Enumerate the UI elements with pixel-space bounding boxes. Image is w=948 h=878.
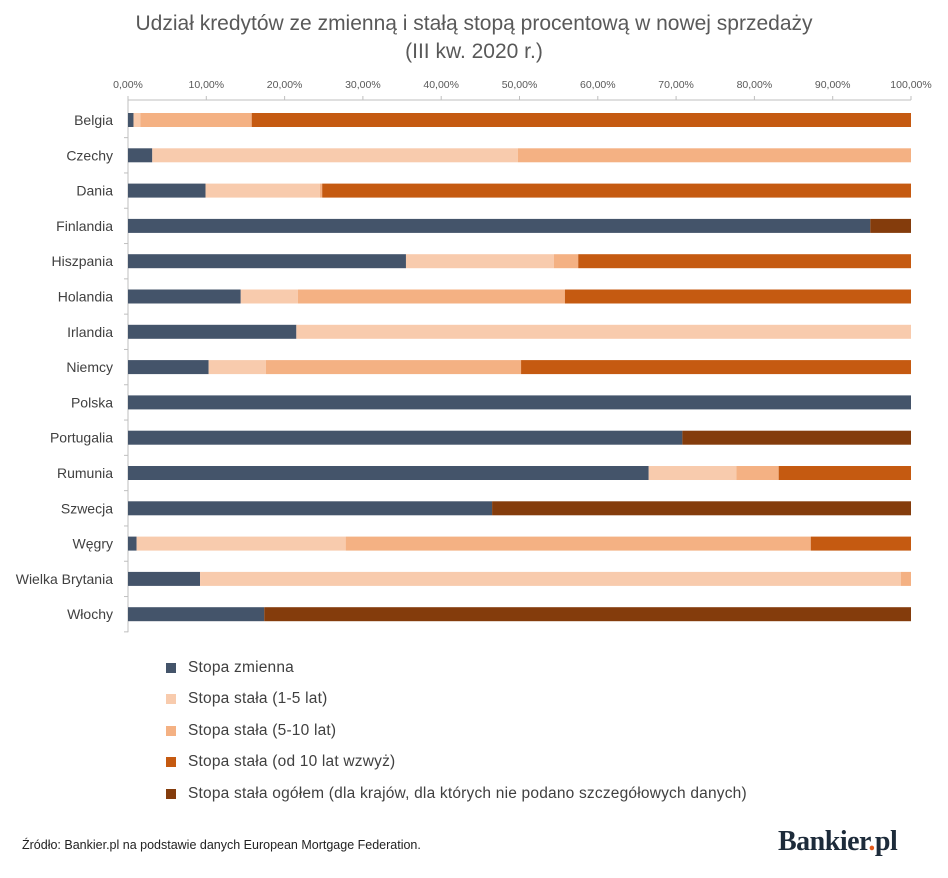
bar-segment xyxy=(810,536,911,551)
chart-title-line-2: (III kw. 2020 r.) xyxy=(405,40,543,63)
bar-segment xyxy=(128,183,206,198)
chart-title: Udział kredytów ze zmienną i stałą stopą… xyxy=(0,10,948,66)
chart-title-line-1: Udział kredytów ze zmienną i stałą stopą… xyxy=(135,12,813,35)
x-tick-label: 0,00% xyxy=(113,79,143,91)
bar-segment xyxy=(152,148,518,163)
bar-segment xyxy=(133,113,141,127)
legend-item: Stopa stała (od 10 lat wzwyż) xyxy=(166,747,747,779)
bar-segment xyxy=(251,113,912,127)
x-tick-label: 20,00% xyxy=(267,79,303,91)
legend-label: Stopa stała (1-5 lat) xyxy=(188,690,328,708)
category-label: Irlandia xyxy=(67,324,113,340)
x-tick-label: 30,00% xyxy=(345,79,381,91)
chart-legend: Stopa zmienna Stopa stała (1-5 lat) Stopa … xyxy=(166,652,747,810)
bar-segment xyxy=(492,501,911,516)
bar-segment xyxy=(345,536,811,551)
legend-item: Stopa stała ogółem (dla krajów, dla któr… xyxy=(166,778,747,810)
bar-segment xyxy=(900,571,911,586)
x-tick-label: 70,00% xyxy=(658,79,694,91)
bar-segment xyxy=(682,430,911,445)
bar-segment xyxy=(136,536,346,551)
category-label: Szwecja xyxy=(61,500,113,516)
category-label: Niemcy xyxy=(66,359,113,375)
stacked-bar-chart: 0,00% 10,00% 20,00% 30,00% 40,00% 50,00% 60,00… xyxy=(16,79,932,633)
legend-label: Stopa stała (5-10 lat) xyxy=(188,721,337,739)
x-tick-label: 90,00% xyxy=(815,79,851,91)
logo-suffix: pl xyxy=(874,826,898,857)
category-label: Rumunia xyxy=(57,465,113,481)
bar-segment xyxy=(319,183,323,198)
bar-segment xyxy=(128,360,209,375)
bar-segment xyxy=(240,289,298,304)
category-label: Polska xyxy=(71,394,113,410)
bar-segment xyxy=(128,113,134,127)
legend-label: Stopa stała ogółem (dla krajów, dla któr… xyxy=(188,784,747,802)
x-tick-label: 40,00% xyxy=(423,79,459,91)
legend-swatch xyxy=(166,725,176,736)
bar-segment xyxy=(648,466,737,480)
category-label: Wielka Brytania xyxy=(16,571,113,587)
logo-main: Bankier xyxy=(778,826,869,857)
category-label: Finlandia xyxy=(56,218,113,234)
x-tick-label: 80,00% xyxy=(737,79,773,91)
bar-segment xyxy=(128,571,201,586)
bankier-logo: Bankier.pl xyxy=(778,826,898,858)
x-tick-label: 50,00% xyxy=(502,79,538,91)
category-label: Dania xyxy=(76,183,113,199)
bar-segment xyxy=(200,571,901,586)
legend-swatch xyxy=(166,788,176,799)
bar-segment xyxy=(128,607,265,622)
category-label: Portugalia xyxy=(50,430,113,446)
bar-segment xyxy=(128,430,683,445)
bar-segment xyxy=(578,254,911,269)
legend-swatch xyxy=(166,757,176,768)
x-tick-label: 10,00% xyxy=(188,79,224,91)
bar-segment xyxy=(736,466,779,480)
bar-segment xyxy=(778,466,911,480)
bar-segment xyxy=(297,289,565,304)
legend-swatch xyxy=(166,694,176,705)
bar-segment xyxy=(553,254,579,269)
bar-segment xyxy=(128,466,649,480)
bar-segment xyxy=(128,501,493,516)
category-label: Belgia xyxy=(74,112,113,128)
category-label: Włochy xyxy=(67,606,113,622)
bar-segment xyxy=(521,360,911,375)
bar-segment xyxy=(265,360,522,375)
category-label: Holandia xyxy=(58,289,113,305)
bar-segment xyxy=(128,536,137,551)
legend-label: Stopa zmienna xyxy=(188,658,294,676)
x-tick-label: 100,00% xyxy=(890,79,931,91)
legend-label: Stopa stała (od 10 lat wzwyż) xyxy=(188,753,396,771)
bar-segment xyxy=(870,218,911,233)
logo-dot: . xyxy=(868,826,875,857)
bar-segment xyxy=(322,183,912,198)
bar-segment xyxy=(128,289,241,304)
source-note: Źródło: Bankier.pl na podstawie danych E… xyxy=(22,838,421,852)
category-label: Czechy xyxy=(66,147,113,163)
bar-segment xyxy=(564,289,911,304)
bar-segment xyxy=(128,218,871,233)
bar-segment xyxy=(264,607,911,622)
bar-segment xyxy=(140,113,252,127)
legend-item: Stopa zmienna xyxy=(166,652,747,684)
bar-segment xyxy=(128,395,911,410)
bar-segment xyxy=(128,148,153,163)
legend-item: Stopa stała (1-5 lat) xyxy=(166,684,747,716)
bar-segment xyxy=(128,324,297,339)
bar-segment xyxy=(296,324,912,339)
bar-segment xyxy=(205,183,320,198)
bar-segment xyxy=(128,254,406,269)
legend-item: Stopa stała (5-10 lat) xyxy=(166,715,747,747)
bar-segment xyxy=(208,360,266,375)
legend-swatch xyxy=(166,662,176,673)
category-label: Hiszpania xyxy=(52,253,114,269)
bar-segment xyxy=(405,254,554,269)
bar-segment xyxy=(517,148,911,163)
category-label: Węgry xyxy=(73,536,113,552)
x-tick-label: 60,00% xyxy=(580,79,616,91)
